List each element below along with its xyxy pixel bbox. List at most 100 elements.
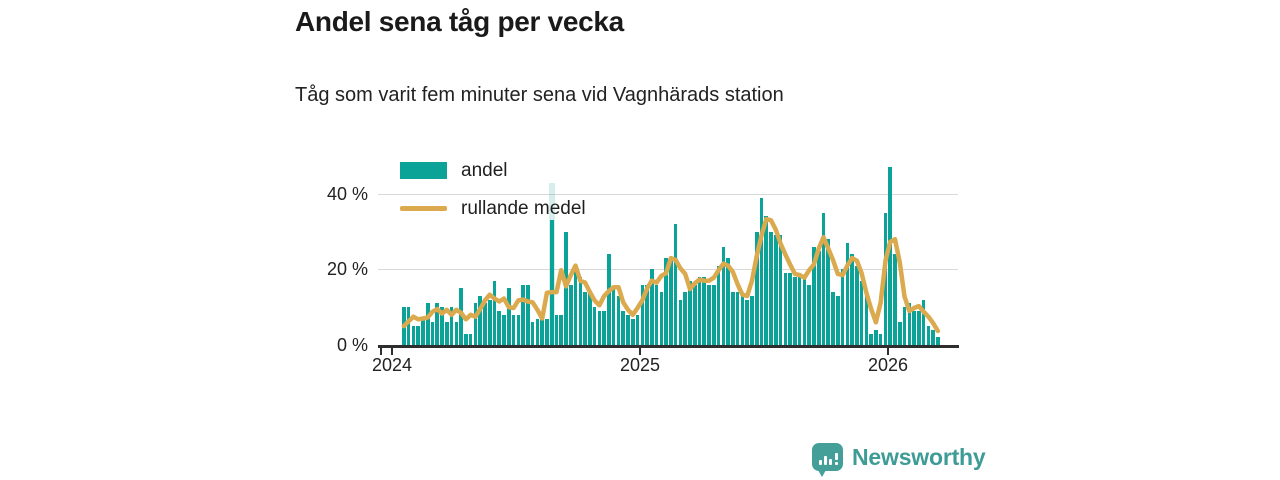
bar-week-84[interactable]	[802, 276, 807, 345]
bar-week-97[interactable]	[864, 292, 869, 345]
bar-week-68[interactable]	[726, 258, 730, 345]
bar-week-91[interactable]	[835, 295, 840, 345]
bar-week-88[interactable]	[821, 212, 826, 345]
bar-week-111[interactable]	[931, 329, 935, 345]
bar-week-24[interactable]	[516, 314, 521, 345]
bar-week-90[interactable]	[831, 292, 835, 345]
bar-week-46[interactable]	[621, 310, 626, 345]
bar-week-5[interactable]	[425, 303, 430, 345]
bar-week-110[interactable]	[926, 326, 931, 345]
bar-week-36[interactable]	[573, 269, 578, 345]
bar-week-70[interactable]	[735, 292, 740, 345]
bar-week-112[interactable]	[936, 337, 940, 345]
bar-week-2[interactable]	[411, 326, 416, 345]
bar-week-6[interactable]	[430, 322, 435, 345]
bar-week-62[interactable]	[697, 276, 702, 345]
bar-week-82[interactable]	[793, 276, 797, 345]
bar-week-51[interactable]	[645, 284, 649, 345]
bar-week-89[interactable]	[826, 239, 831, 345]
bar-week-4[interactable]	[421, 318, 425, 345]
bar-week-40[interactable]	[592, 307, 597, 345]
bar-week-106[interactable]	[907, 303, 912, 345]
bar-week-59[interactable]	[683, 292, 687, 345]
bar-week-3[interactable]	[416, 326, 420, 345]
bar-week-78[interactable]	[774, 235, 778, 345]
bar-week-79[interactable]	[778, 235, 783, 345]
bar-week-49[interactable]	[635, 314, 640, 345]
bar-week-13[interactable]	[464, 333, 468, 345]
bar-week-73[interactable]	[750, 295, 754, 345]
bar-week-32[interactable]	[554, 314, 559, 345]
bar-week-96[interactable]	[859, 280, 864, 345]
bar-week-48[interactable]	[630, 318, 635, 345]
bar-week-30[interactable]	[545, 318, 549, 345]
bar-week-69[interactable]	[731, 292, 735, 345]
bar-week-63[interactable]	[702, 276, 707, 345]
bar-week-107[interactable]	[912, 310, 916, 345]
bar-week-50[interactable]	[640, 284, 645, 345]
bar-week-38[interactable]	[583, 292, 587, 345]
bar-week-71[interactable]	[740, 295, 745, 345]
bar-week-29[interactable]	[540, 314, 544, 345]
bar-week-72[interactable]	[745, 299, 749, 345]
bar-week-55[interactable]	[664, 258, 668, 345]
bar-week-20[interactable]	[497, 310, 502, 345]
bar-week-75[interactable]	[759, 197, 764, 345]
bar-week-21[interactable]	[502, 314, 506, 345]
bar-week-15[interactable]	[473, 303, 478, 345]
bar-week-61[interactable]	[692, 284, 697, 345]
bar-week-31[interactable]	[549, 220, 554, 345]
bar-week-41[interactable]	[597, 310, 602, 345]
bar-week-33[interactable]	[559, 314, 564, 345]
bar-week-35[interactable]	[568, 284, 573, 345]
bar-week-65[interactable]	[712, 284, 716, 345]
bar-week-87[interactable]	[816, 250, 821, 345]
bar-week-54[interactable]	[659, 292, 664, 345]
bar-week-100[interactable]	[878, 333, 883, 345]
bar-week-44[interactable]	[611, 288, 616, 345]
bar-week-80[interactable]	[783, 273, 788, 345]
bar-week-26[interactable]	[526, 284, 530, 345]
bar-week-102[interactable]	[888, 167, 893, 345]
bar-week-23[interactable]	[511, 314, 516, 345]
bar-week-77[interactable]	[769, 231, 773, 345]
bar-week-11[interactable]	[454, 322, 459, 345]
bar-week-43[interactable]	[607, 254, 611, 345]
bar-week-93[interactable]	[845, 242, 850, 345]
bar-week-53[interactable]	[654, 284, 659, 345]
bar-week-56[interactable]	[669, 258, 673, 345]
bar-week-14[interactable]	[468, 333, 473, 345]
bar-week-57[interactable]	[673, 224, 678, 345]
bar-week-92[interactable]	[840, 269, 845, 345]
bar-week-66[interactable]	[716, 265, 721, 345]
bar-week-28[interactable]	[535, 318, 540, 345]
bar-week-47[interactable]	[626, 314, 630, 345]
bar-week-76[interactable]	[764, 216, 769, 345]
bar-week-7[interactable]	[435, 303, 440, 345]
bar-week-25[interactable]	[521, 284, 525, 345]
bar-week-22[interactable]	[506, 288, 511, 345]
bar-week-27[interactable]	[530, 322, 535, 345]
bar-week-16[interactable]	[478, 295, 482, 345]
newsworthy-logo[interactable]: Newsworthy	[812, 443, 986, 477]
bar-week-74[interactable]	[754, 231, 759, 345]
bar-week-98[interactable]	[869, 333, 873, 345]
bar-week-86[interactable]	[812, 246, 816, 345]
bar-week-108[interactable]	[917, 310, 921, 345]
bar-week-60[interactable]	[688, 280, 692, 345]
bar-week-85[interactable]	[807, 284, 811, 345]
bar-week-1[interactable]	[406, 307, 411, 345]
bar-week-109[interactable]	[921, 299, 926, 345]
bar-week-99[interactable]	[874, 329, 878, 345]
bar-week-81[interactable]	[788, 273, 792, 345]
bar-week-103[interactable]	[893, 254, 897, 345]
bar-week-17[interactable]	[483, 303, 487, 345]
bar-week-83[interactable]	[797, 273, 802, 345]
bar-week-67[interactable]	[721, 246, 726, 345]
bar-week-9[interactable]	[445, 322, 449, 345]
bar-week-18[interactable]	[487, 299, 492, 345]
bar-week-52[interactable]	[650, 269, 654, 345]
bar-week-95[interactable]	[855, 265, 859, 345]
bar-week-39[interactable]	[588, 292, 592, 345]
bar-week-42[interactable]	[602, 310, 606, 345]
